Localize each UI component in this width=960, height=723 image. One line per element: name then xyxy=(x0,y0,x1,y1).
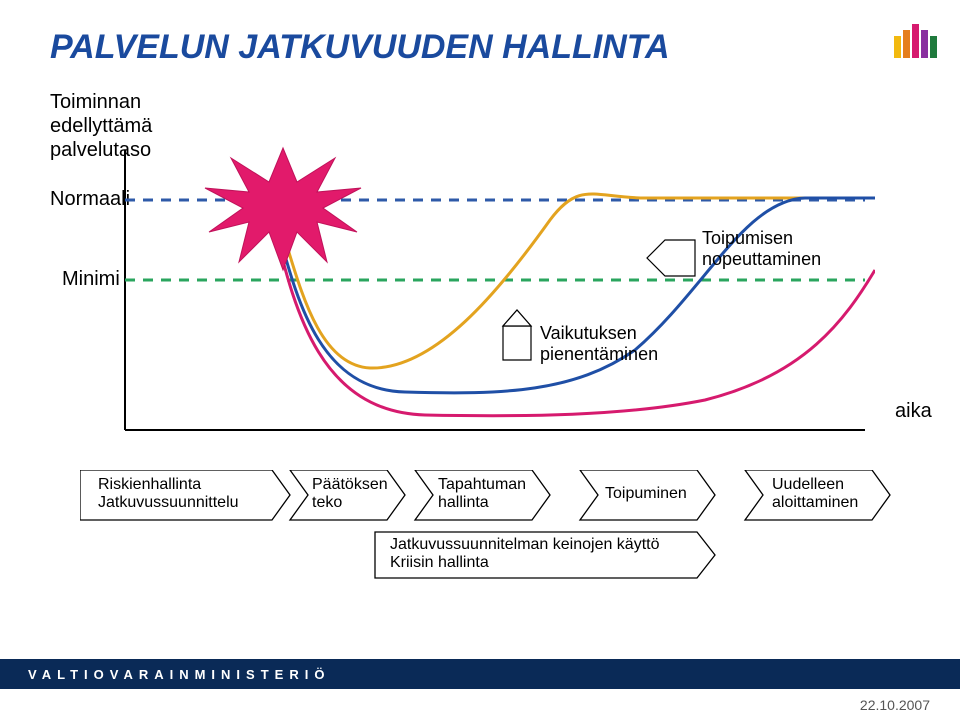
y-axis-caption-line: edellyttämä xyxy=(50,114,152,138)
phase-label-line: Riskienhallinta xyxy=(98,476,239,494)
x-axis-label: aika xyxy=(895,400,932,423)
callout-line: Toipumisen xyxy=(702,228,821,249)
phase-label-line: Tapahtuman xyxy=(438,476,526,494)
callout-line: pienentäminen xyxy=(540,344,658,365)
footer-bar: VALTIOVARAINMINISTERIÖ xyxy=(0,659,960,689)
callout-nopeuttaminen: Toipumisen nopeuttaminen xyxy=(702,228,821,269)
ministry-logo-icon xyxy=(892,18,942,60)
footer-date: 22.10.2007 xyxy=(860,697,930,713)
phase-label-line: aloittaminen xyxy=(772,494,858,512)
sub-phase-line: Kriisin hallinta xyxy=(390,554,660,572)
phase-label-toipu: Toipuminen xyxy=(605,485,687,503)
callout-pienentaminen: Vaikutuksen pienentäminen xyxy=(540,323,658,364)
phase-strip: Riskienhallinta Jatkuvussuunnittelu Päät… xyxy=(80,470,900,600)
callout-arrow-pienentaminen xyxy=(503,310,531,360)
slide-title: PALVELUN JATKUVUUDEN HALLINTA xyxy=(50,28,670,67)
callout-line: Vaikutuksen xyxy=(540,323,658,344)
phase-label-line: Uudelleen xyxy=(772,476,858,494)
phase-label-tapah: Tapahtuman hallinta xyxy=(438,476,526,513)
footer-text: VALTIOVARAINMINISTERIÖ xyxy=(28,667,330,682)
phase-label-paatos: Päätöksen teko xyxy=(312,476,388,513)
sub-phase-label: Jatkuvussuunnitelman keinojen käyttö Kri… xyxy=(390,536,660,573)
sub-phase-line: Jatkuvussuunnitelman keinojen käyttö xyxy=(390,536,660,554)
phase-label-line: hallinta xyxy=(438,494,526,512)
chart xyxy=(105,140,875,440)
phase-label-line: Jatkuvussuunnittelu xyxy=(98,494,239,512)
phase-label-line: teko xyxy=(312,494,388,512)
slide: PALVELUN JATKUVUUDEN HALLINTA Toiminnan … xyxy=(0,0,960,723)
phase-label-line: Toipuminen xyxy=(605,485,687,503)
callout-line: nopeuttaminen xyxy=(702,249,821,270)
phase-label-uudel: Uudelleen aloittaminen xyxy=(772,476,858,513)
y-axis-caption-line: Toiminnan xyxy=(50,90,152,114)
chart-svg xyxy=(105,140,875,440)
callout-arrow-nopeuttaminen xyxy=(647,240,695,276)
phase-label-line: Päätöksen xyxy=(312,476,388,494)
incident-burst-icon xyxy=(205,148,361,270)
phase-label-risk: Riskienhallinta Jatkuvussuunnittelu xyxy=(98,476,239,513)
